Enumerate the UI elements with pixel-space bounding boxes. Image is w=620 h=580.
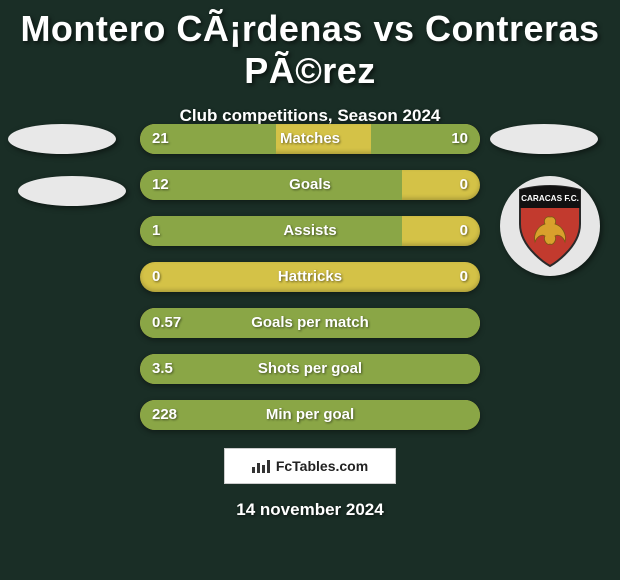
stat-label: Min per goal [140, 400, 480, 430]
stat-row: 00Hattricks [140, 262, 480, 292]
bars-icon [252, 459, 270, 473]
stat-row: 0.57Goals per match [140, 308, 480, 338]
stat-row: 120Goals [140, 170, 480, 200]
player-photo-left-1 [8, 124, 116, 154]
stat-row: 2110Matches [140, 124, 480, 154]
stat-label: Goals [140, 170, 480, 200]
page-title: Montero CÃ¡rdenas vs Contreras PÃ©rez [0, 0, 620, 92]
stat-row: 10Assists [140, 216, 480, 246]
date-text: 14 november 2024 [0, 500, 620, 520]
player-photo-right-1 [490, 124, 598, 154]
logo-text: FcTables.com [276, 458, 368, 474]
player-photo-left-2 [18, 176, 126, 206]
stat-row: 3.5Shots per goal [140, 354, 480, 384]
club-badge-caracas: CARACAS F.C. [500, 176, 600, 276]
stat-row: 228Min per goal [140, 400, 480, 430]
stat-label: Assists [140, 216, 480, 246]
shield-icon: CARACAS F.C. [513, 184, 587, 268]
subtitle: Club competitions, Season 2024 [0, 106, 620, 126]
stats-container: 2110Matches 120Goals 10Assists 00Hattricks 0… [140, 124, 480, 446]
stat-label: Goals per match [140, 308, 480, 338]
badge-text: CARACAS F.C. [521, 194, 579, 203]
stat-label: Hattricks [140, 262, 480, 292]
fctables-logo[interactable]: FcTables.com [224, 448, 396, 484]
stat-label: Shots per goal [140, 354, 480, 384]
stat-label: Matches [140, 124, 480, 154]
